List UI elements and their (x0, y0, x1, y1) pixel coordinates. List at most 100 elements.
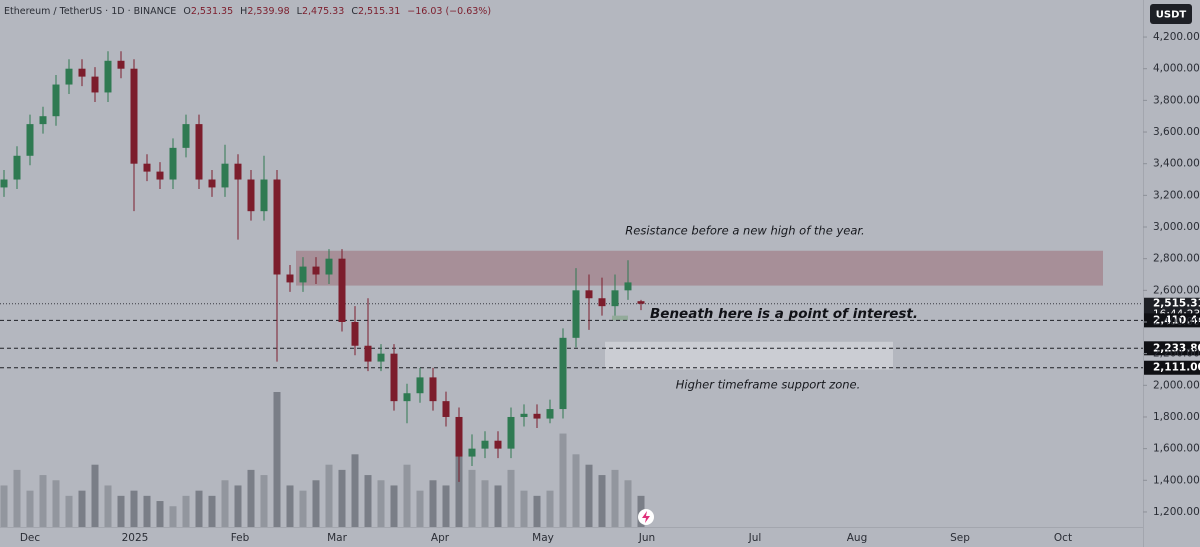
candle-body (312, 266, 320, 275)
candle-body (299, 266, 307, 283)
annotations: Resistance before a new high of the year… (625, 224, 918, 392)
y-tick-label: 3,000.00 (1153, 221, 1200, 233)
y-tick-label: 3,600.00 (1153, 126, 1200, 138)
level-label: 2,233.80 (1153, 342, 1200, 354)
level-box (1144, 360, 1200, 375)
candle-body (104, 60, 112, 93)
zones (296, 250, 1103, 370)
candle-body (325, 258, 333, 275)
candle-body (91, 76, 99, 93)
x-tick-label: Mar (327, 532, 347, 544)
volume-bar (247, 469, 255, 527)
candle-body (143, 163, 151, 172)
candle-body (286, 274, 294, 283)
volume-bar (208, 495, 216, 527)
candle-body (13, 155, 21, 180)
candle-body (130, 68, 138, 164)
volume-bar (351, 454, 359, 527)
x-tick-label: Apr (431, 532, 450, 544)
volume-bar (442, 485, 450, 527)
volume-bar (143, 495, 151, 527)
x-tick-label: Sep (950, 532, 970, 544)
x-tick-label: Jun (638, 532, 655, 544)
current-price-label: 2,515.31 (1153, 298, 1200, 310)
candle-body (273, 179, 281, 275)
candle-body (39, 116, 47, 125)
volume-bar (598, 475, 606, 527)
currency[interactable]: USDT (1156, 10, 1187, 21)
y-tick-label: 4,000.00 (1153, 63, 1200, 75)
volume-bar (0, 485, 8, 527)
annotation: Beneath here is a point of interest. (650, 306, 918, 322)
volume-bar (338, 469, 346, 527)
y-tick-label: 2,600.00 (1153, 284, 1200, 296)
volume-bar (611, 469, 619, 527)
x-tick-label: May (532, 532, 554, 544)
volume-bar (403, 464, 411, 527)
annotation: Higher timeframe support zone. (676, 378, 861, 392)
volume-bars (0, 392, 645, 527)
candles (0, 51, 645, 482)
candle-body (156, 171, 164, 180)
candle-body (559, 337, 567, 410)
volume-bar (325, 464, 333, 527)
ohlc-key: O (183, 6, 190, 17)
volume-bar (221, 480, 229, 527)
volume-bar (234, 485, 242, 527)
y-tick-label: 2,000.00 (1153, 379, 1200, 391)
volume-bar (585, 464, 593, 527)
volume-bar (429, 480, 437, 527)
levels: 2,515.3116:44:232,410.442,233.802,111.00 (0, 297, 1200, 375)
candle-body (598, 298, 606, 307)
ohlc-key: H (240, 6, 247, 17)
candle-body (234, 163, 242, 180)
volume-bar (572, 454, 580, 527)
ohlc-key: C (351, 6, 358, 17)
zone (296, 250, 1103, 286)
candle-body (429, 377, 437, 402)
level-box (1144, 341, 1200, 356)
y-tick-label: 4,200.00 (1153, 31, 1200, 43)
volume-bar (169, 506, 177, 527)
volume-bar (624, 480, 632, 527)
volume-bar (494, 485, 502, 527)
candle-body (221, 163, 229, 188)
chart-header: Ethereum / TetherUS · 1D · BINANCE O2,53… (4, 6, 491, 17)
candle-body (26, 124, 34, 156)
level-label: 2,111.00 (1153, 362, 1200, 374)
candle-body (195, 124, 203, 180)
y-tick-label: 3,800.00 (1153, 94, 1200, 106)
candle-body (468, 448, 476, 457)
level-label: 2,410.44 (1153, 314, 1200, 326)
volume-bar (559, 433, 567, 527)
x-tick-label: Oct (1054, 532, 1072, 544)
event-icon-bolt (642, 511, 650, 523)
volume-bar (65, 495, 73, 527)
y-tick-label: 1,800.00 (1153, 411, 1200, 423)
candle-body (403, 393, 411, 402)
candle-body (442, 401, 450, 417)
volume-bar (156, 501, 164, 527)
volume-bar (13, 469, 21, 527)
volume-bar (481, 480, 489, 527)
candle-body (182, 124, 190, 148)
volume-bar (416, 490, 424, 527)
volume-bar (26, 490, 34, 527)
currency-button[interactable] (1150, 4, 1192, 24)
ohlc-value: 2,475.33 (302, 6, 344, 17)
volume-bar (78, 490, 86, 527)
candle-body (390, 353, 398, 402)
y-tick-label: 2,800.00 (1153, 253, 1200, 265)
ohlc-value: 2,515.31 (358, 6, 400, 17)
volume-bar (195, 490, 203, 527)
x-tick-label: Feb (231, 532, 250, 544)
candle-body (117, 60, 125, 69)
candle-body (260, 179, 268, 212)
y-tick-label: 3,200.00 (1153, 189, 1200, 201)
change: −16.03 (−0.63%) (407, 6, 491, 17)
candle-body (546, 409, 554, 419)
volume-bar (260, 475, 268, 527)
symbol: Ethereum / TetherUS · 1D · BINANCE (4, 6, 176, 17)
volume-bar (52, 480, 60, 527)
